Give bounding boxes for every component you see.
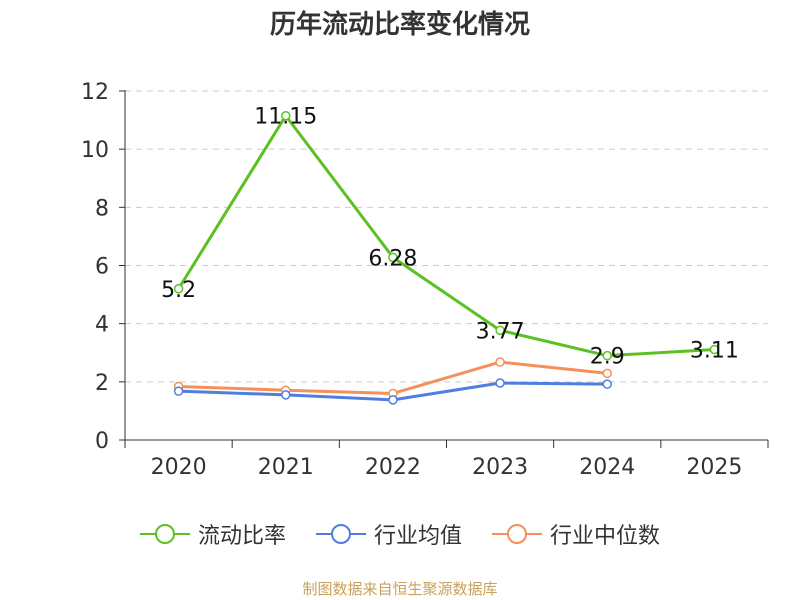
data-label: 11.15 <box>254 105 317 130</box>
chart-title: 历年流动比率变化情况 <box>269 10 530 40</box>
gridlines <box>125 90 768 383</box>
series-industry-avg-point <box>281 390 291 400</box>
series-industry-avg-point <box>388 395 398 405</box>
y-tick-label: 8 <box>95 196 109 221</box>
legend-label-current-ratio: 流动比率 <box>197 524 286 549</box>
series-current-ratio-point <box>388 252 398 263</box>
y-tick-label: 4 <box>95 313 109 338</box>
x-tick-label: 2022 <box>365 455 421 480</box>
series-layer <box>173 110 720 405</box>
data-labels: 5.2 11.15 6.28 3.77 2.9 3.11 <box>161 105 739 370</box>
legend-item-industry-avg[interactable]: 行业均值 <box>315 518 462 550</box>
series-current-ratio-line <box>177 114 715 358</box>
data-label: 5.2 <box>161 278 196 303</box>
data-source-note: 制图数据来自恒生聚源数据库 <box>302 580 498 598</box>
data-label: 3.77 <box>476 319 525 344</box>
y-tick-label: 0 <box>95 429 109 454</box>
axes: 0 2 4 6 8 10 12 2020 2021 2022 2023 2024 2025 <box>81 80 769 480</box>
legend-item-current-ratio[interactable]: 流动比率 <box>139 518 286 550</box>
legend-item-industry-median[interactable]: 行业中位数 <box>492 518 660 550</box>
series-current-ratio-point <box>281 110 291 121</box>
data-label: 2.9 <box>590 345 625 370</box>
series-industry-median-point <box>602 368 612 379</box>
series-current-ratio-point <box>173 284 184 294</box>
data-label: 3.11 <box>690 339 739 364</box>
y-tick-label: 12 <box>81 80 109 105</box>
legend-swatch-industry-avg <box>315 524 366 544</box>
legend: 流动比率 行业均值 行业中位数 <box>0 518 800 550</box>
legend-label-industry-avg: 行业均值 <box>373 524 462 549</box>
y-tick-label: 2 <box>95 371 109 396</box>
series-industry-avg-point <box>495 378 505 388</box>
x-tick-label: 2025 <box>686 455 742 480</box>
legend-swatch-industry-median <box>492 524 542 544</box>
series-current-ratio-point <box>709 344 720 355</box>
x-tick-label: 2021 <box>258 455 314 480</box>
x-tick-label: 2024 <box>579 455 635 480</box>
series-industry-avg-point <box>173 386 184 396</box>
legend-swatch-current-ratio <box>139 524 190 544</box>
data-label: 6.28 <box>368 246 417 271</box>
legend-label-industry-median: 行业中位数 <box>550 524 661 549</box>
x-tick-label: 2023 <box>472 455 528 480</box>
y-tick-label: 6 <box>95 255 109 280</box>
series-current-ratio-point <box>602 350 612 361</box>
series-current-ratio-point <box>495 325 505 336</box>
series-industry-avg-point <box>602 379 612 389</box>
y-tick-label: 10 <box>81 138 109 163</box>
series-industry-median-point <box>495 357 505 367</box>
x-tick-label: 2020 <box>151 455 207 480</box>
